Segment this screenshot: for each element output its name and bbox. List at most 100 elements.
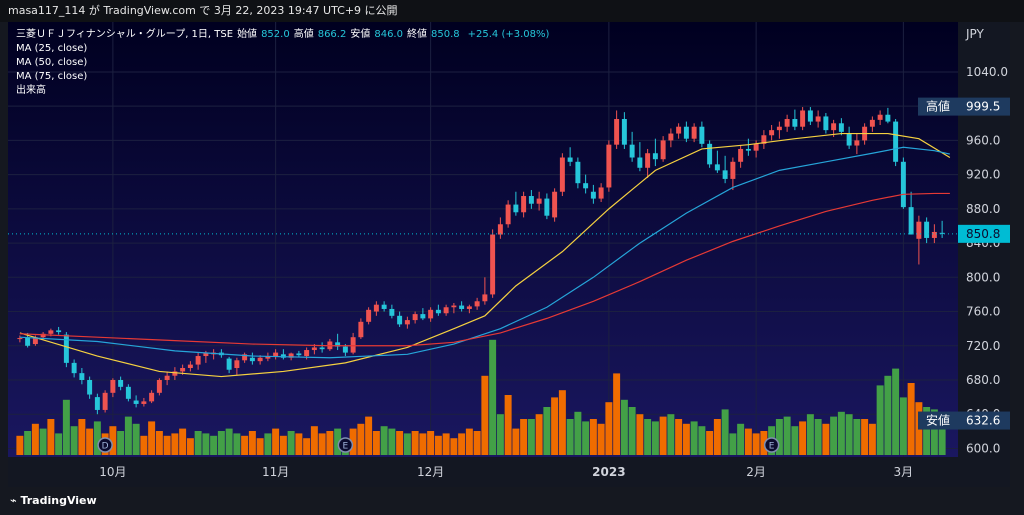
candle-body (180, 368, 186, 372)
volume-bar (659, 416, 667, 455)
candle-body (25, 337, 31, 346)
volume-bar (434, 435, 442, 455)
time-axis-background (8, 457, 958, 487)
volume-bar (427, 431, 435, 455)
volume-bar (403, 433, 411, 455)
volume-bar (884, 375, 892, 455)
volume-bar (303, 438, 311, 455)
volume-bar (47, 419, 55, 455)
candle-body (528, 196, 534, 204)
candle-body (668, 133, 674, 141)
volume-bar (605, 402, 613, 455)
candle-body (745, 148, 751, 151)
candle-body (567, 157, 573, 162)
candle-body (652, 153, 658, 160)
volume-bar (310, 426, 318, 455)
candle-body (358, 321, 364, 338)
publish-header: masa117_114 が TradingView.com で 3月 22, 2… (0, 0, 1024, 22)
volume-bar (225, 428, 233, 455)
candle-body (56, 330, 62, 333)
ma25-legend[interactable]: MA (25, close) (16, 43, 88, 54)
volume-bar (411, 431, 419, 455)
y-tick-label: 680.0 (966, 373, 1000, 387)
candle-body (94, 397, 100, 410)
volume-bar (396, 431, 404, 455)
ma75-legend[interactable]: MA (75, close) (16, 71, 88, 82)
candle-body (707, 143, 713, 165)
candle-body (482, 294, 488, 302)
volume-legend[interactable]: 出来高 (16, 85, 46, 96)
volume-bar (551, 397, 559, 455)
candle-body (342, 346, 348, 353)
candle-body (474, 301, 480, 307)
candle-body (87, 379, 93, 395)
candle-body (435, 309, 441, 314)
candle-body (311, 347, 317, 351)
volume-bar (155, 431, 163, 455)
volume-bar (907, 383, 915, 455)
y-tick-label: 760.0 (966, 305, 1000, 319)
volume-bar (504, 395, 512, 455)
volume-bar (458, 433, 466, 455)
volume-bar (140, 435, 148, 455)
low-value: 846.0 (374, 29, 403, 40)
volume-bar (899, 397, 907, 455)
x-tick-label: 11月 (262, 465, 289, 479)
candle-body (466, 306, 472, 309)
candle-body (350, 337, 356, 353)
volume-bar (481, 375, 489, 455)
candle-body (583, 183, 589, 189)
ma25-line (19, 132, 951, 378)
volume-bar (241, 435, 249, 455)
candle-body (544, 198, 550, 216)
candle-body (412, 314, 418, 321)
volume-bar (419, 433, 427, 455)
price-badge-value: 999.5 (966, 100, 1000, 114)
volume-bar (148, 421, 156, 455)
volume-bar (450, 438, 458, 455)
candlestick-chart[interactable]: 600.0640.0680.0720.0760.0800.0840.0880.0… (8, 22, 1010, 487)
price-badge-bg (958, 224, 1010, 243)
ma50-legend[interactable]: MA (50, close) (16, 57, 88, 68)
candle-body (404, 320, 410, 325)
volume-bar (613, 373, 621, 455)
candle-body (846, 133, 852, 146)
candle-body (660, 140, 666, 160)
candle-body (676, 126, 682, 134)
candle-body (590, 191, 596, 199)
volume-bar (775, 419, 783, 455)
volume-bar (349, 428, 357, 455)
candle-body (939, 232, 945, 234)
volume-bar (845, 414, 853, 455)
candle-body (397, 315, 403, 325)
candle-body (854, 140, 860, 146)
y-tick-label: 800.0 (966, 270, 1000, 284)
candle-body (389, 308, 395, 316)
volume-bar (489, 339, 497, 455)
event-marker (337, 437, 354, 453)
candle-body (831, 123, 837, 131)
volume-bar (210, 435, 218, 455)
volume-bar (109, 426, 117, 455)
open-label: 始値 (237, 29, 258, 40)
volume-bar (124, 416, 132, 455)
candle-body (505, 204, 511, 225)
x-tick-label: 3月 (894, 465, 914, 479)
volume-bar (837, 411, 845, 455)
candle-body (110, 379, 116, 393)
candle-body (513, 204, 519, 213)
candle-body (606, 144, 612, 188)
x-tick-label: 2月 (746, 465, 766, 479)
volume-bar (24, 431, 32, 455)
open-value: 852.0 (261, 29, 290, 40)
volume-bar (744, 428, 752, 455)
volume-bar (806, 414, 814, 455)
price-badge-label: 安値 (926, 413, 950, 428)
volume-bar (930, 409, 938, 455)
candle-body (164, 375, 170, 380)
tradingview-logo[interactable]: ⌁ TradingView (10, 494, 97, 507)
candle-body (637, 157, 643, 168)
candle-body (280, 354, 286, 358)
footer: ⌁ TradingView (0, 487, 1024, 515)
candle-body (125, 386, 131, 399)
